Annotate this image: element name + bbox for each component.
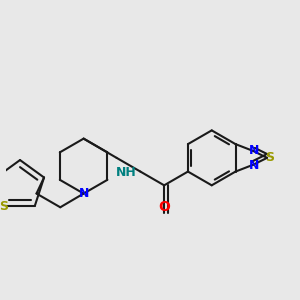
Text: NH: NH: [116, 166, 136, 179]
Text: N: N: [78, 187, 89, 200]
Text: N: N: [249, 159, 260, 172]
Text: O: O: [158, 200, 170, 214]
Text: N: N: [249, 143, 260, 157]
Text: S: S: [266, 151, 274, 164]
Text: S: S: [0, 200, 8, 213]
